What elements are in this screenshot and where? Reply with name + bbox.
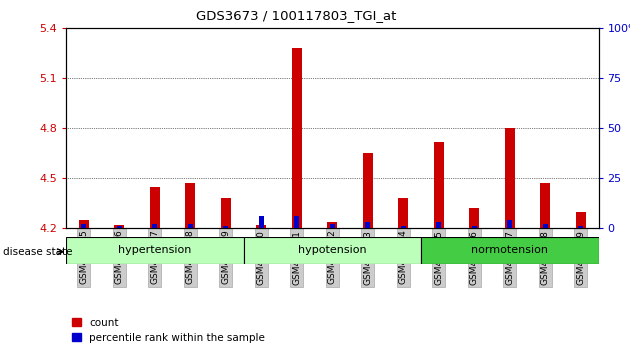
Bar	[434, 142, 444, 228]
Bar	[115, 225, 124, 228]
Bar	[188, 224, 193, 228]
Bar	[363, 153, 373, 228]
Bar	[294, 216, 299, 228]
Text: hypertension: hypertension	[118, 245, 192, 256]
Text: hypotension: hypotension	[298, 245, 367, 256]
Bar	[117, 226, 122, 228]
Text: GDS3673 / 100117803_TGI_at: GDS3673 / 100117803_TGI_at	[196, 9, 396, 22]
Bar	[256, 225, 266, 228]
Text: disease state: disease state	[3, 247, 72, 257]
Bar	[365, 222, 370, 228]
Legend: count, percentile rank within the sample: count, percentile rank within the sample	[68, 314, 269, 347]
Bar	[79, 220, 89, 228]
Bar	[244, 237, 421, 264]
Bar	[576, 212, 586, 228]
Bar	[66, 237, 244, 264]
Text: normotension: normotension	[471, 245, 548, 256]
Bar	[578, 226, 583, 228]
Bar	[472, 226, 477, 228]
Bar	[292, 48, 302, 228]
Bar	[541, 183, 550, 228]
Bar	[328, 222, 337, 228]
Bar	[185, 183, 195, 228]
Bar	[437, 222, 441, 228]
Bar	[330, 224, 335, 228]
Bar	[401, 226, 406, 228]
Bar	[221, 198, 231, 228]
Bar	[543, 224, 547, 228]
Bar	[259, 216, 264, 228]
Bar	[152, 224, 158, 228]
Bar	[421, 237, 598, 264]
Bar	[507, 220, 512, 228]
Bar	[469, 208, 479, 228]
Bar	[398, 198, 408, 228]
Bar	[505, 129, 515, 228]
Bar	[81, 224, 86, 228]
Bar	[150, 187, 160, 228]
Bar	[224, 226, 228, 228]
